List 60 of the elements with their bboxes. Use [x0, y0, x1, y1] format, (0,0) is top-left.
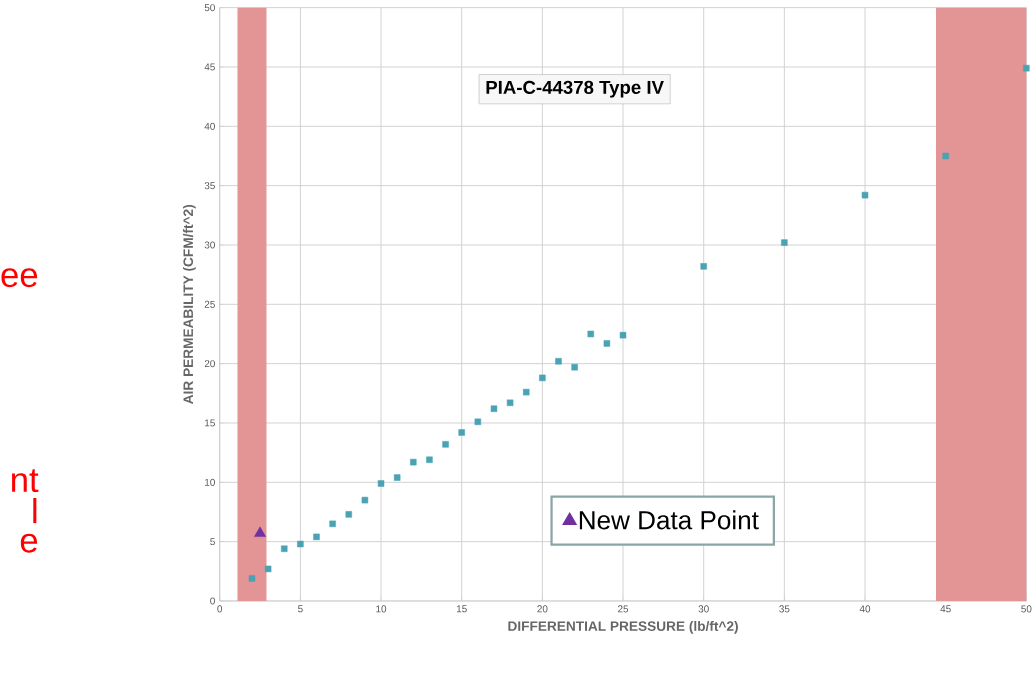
point: [329, 520, 336, 528]
point: [254, 526, 266, 537]
y-axis-title: AIR PERMEABILITY (CFM/ft^2): [183, 205, 196, 405]
point: [555, 358, 562, 365]
point: [523, 388, 530, 396]
x-tick-label: 15: [456, 605, 467, 613]
y-tick-label: 35: [204, 182, 215, 190]
text: e: [20, 533, 38, 553]
point: [571, 364, 578, 371]
point: [410, 458, 417, 466]
text: l: [33, 498, 37, 524]
point: [539, 374, 546, 382]
point: [248, 575, 256, 582]
x-tick-label: 10: [376, 605, 387, 613]
point: [458, 429, 465, 436]
x-tick-label: 50: [1021, 605, 1032, 613]
point: [264, 565, 272, 573]
text: nt: [12, 469, 39, 493]
point: [474, 418, 482, 426]
point: [281, 545, 288, 553]
point: [393, 474, 401, 481]
point: [361, 496, 369, 504]
y-tick-label: 25: [204, 300, 215, 308]
point: [1023, 64, 1030, 72]
y-tick-label: 40: [204, 122, 215, 130]
x-tick-label: 30: [698, 605, 709, 613]
x-tick-label: 40: [859, 605, 871, 613]
y-tick-label: 5: [210, 538, 215, 546]
x-tick-label: 20: [537, 605, 548, 613]
text: PIA-C-44378 Type IV: [486, 80, 664, 98]
point: [377, 480, 385, 487]
point: [442, 441, 449, 448]
y-tick-label: 30: [204, 241, 215, 249]
point: [942, 152, 949, 160]
point: [619, 331, 627, 339]
y-tick-label: 15: [205, 419, 215, 427]
x-tick-label: 45: [940, 605, 951, 613]
x-tick-label: 5: [298, 605, 303, 613]
point: [861, 191, 869, 199]
x-tick-label: 35: [779, 605, 790, 613]
point: [313, 533, 320, 541]
point: [603, 340, 611, 347]
y-tick-label: 0: [210, 597, 215, 605]
point: [426, 456, 433, 464]
point: [587, 330, 594, 338]
y-tick-label: 10: [205, 478, 215, 486]
y-tick-label: 45: [204, 63, 215, 71]
point: [781, 239, 788, 246]
text: ee: [1, 268, 38, 288]
point: [297, 540, 304, 548]
point: [345, 511, 353, 518]
y-tick-label: 50: [204, 4, 215, 12]
x-axis-title: DIFFERENTIAL PRESSURE (lb/ft^2): [508, 620, 738, 634]
x-tick-label: 0: [217, 605, 223, 613]
point: [506, 399, 514, 407]
legend-label: New Data Point: [579, 510, 759, 530]
x-tick-label: 25: [618, 605, 629, 613]
point: [490, 405, 498, 413]
y-tick-label: 20: [204, 360, 215, 368]
point: [700, 263, 707, 270]
